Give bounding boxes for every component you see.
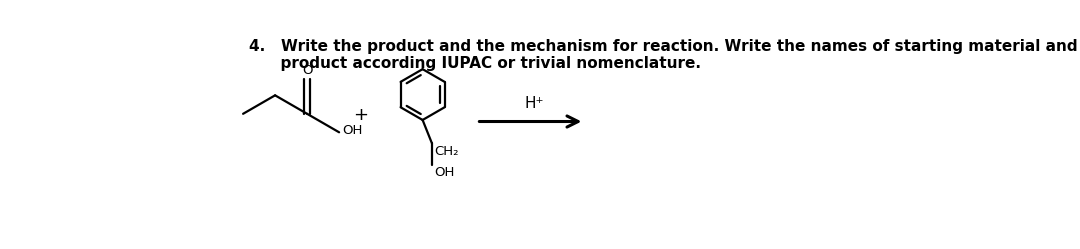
- Text: OH: OH: [342, 124, 363, 137]
- Text: O: O: [301, 64, 312, 77]
- Text: CH₂: CH₂: [434, 145, 459, 158]
- Text: +: +: [353, 106, 368, 124]
- Text: 4.   Write the product and the mechanism for reaction. Write the names of starti: 4. Write the product and the mechanism f…: [249, 39, 1078, 54]
- Text: product according IUPAC or trivial nomenclature.: product according IUPAC or trivial nomen…: [249, 56, 701, 71]
- Text: H⁺: H⁺: [525, 96, 544, 111]
- Text: OH: OH: [434, 166, 455, 179]
